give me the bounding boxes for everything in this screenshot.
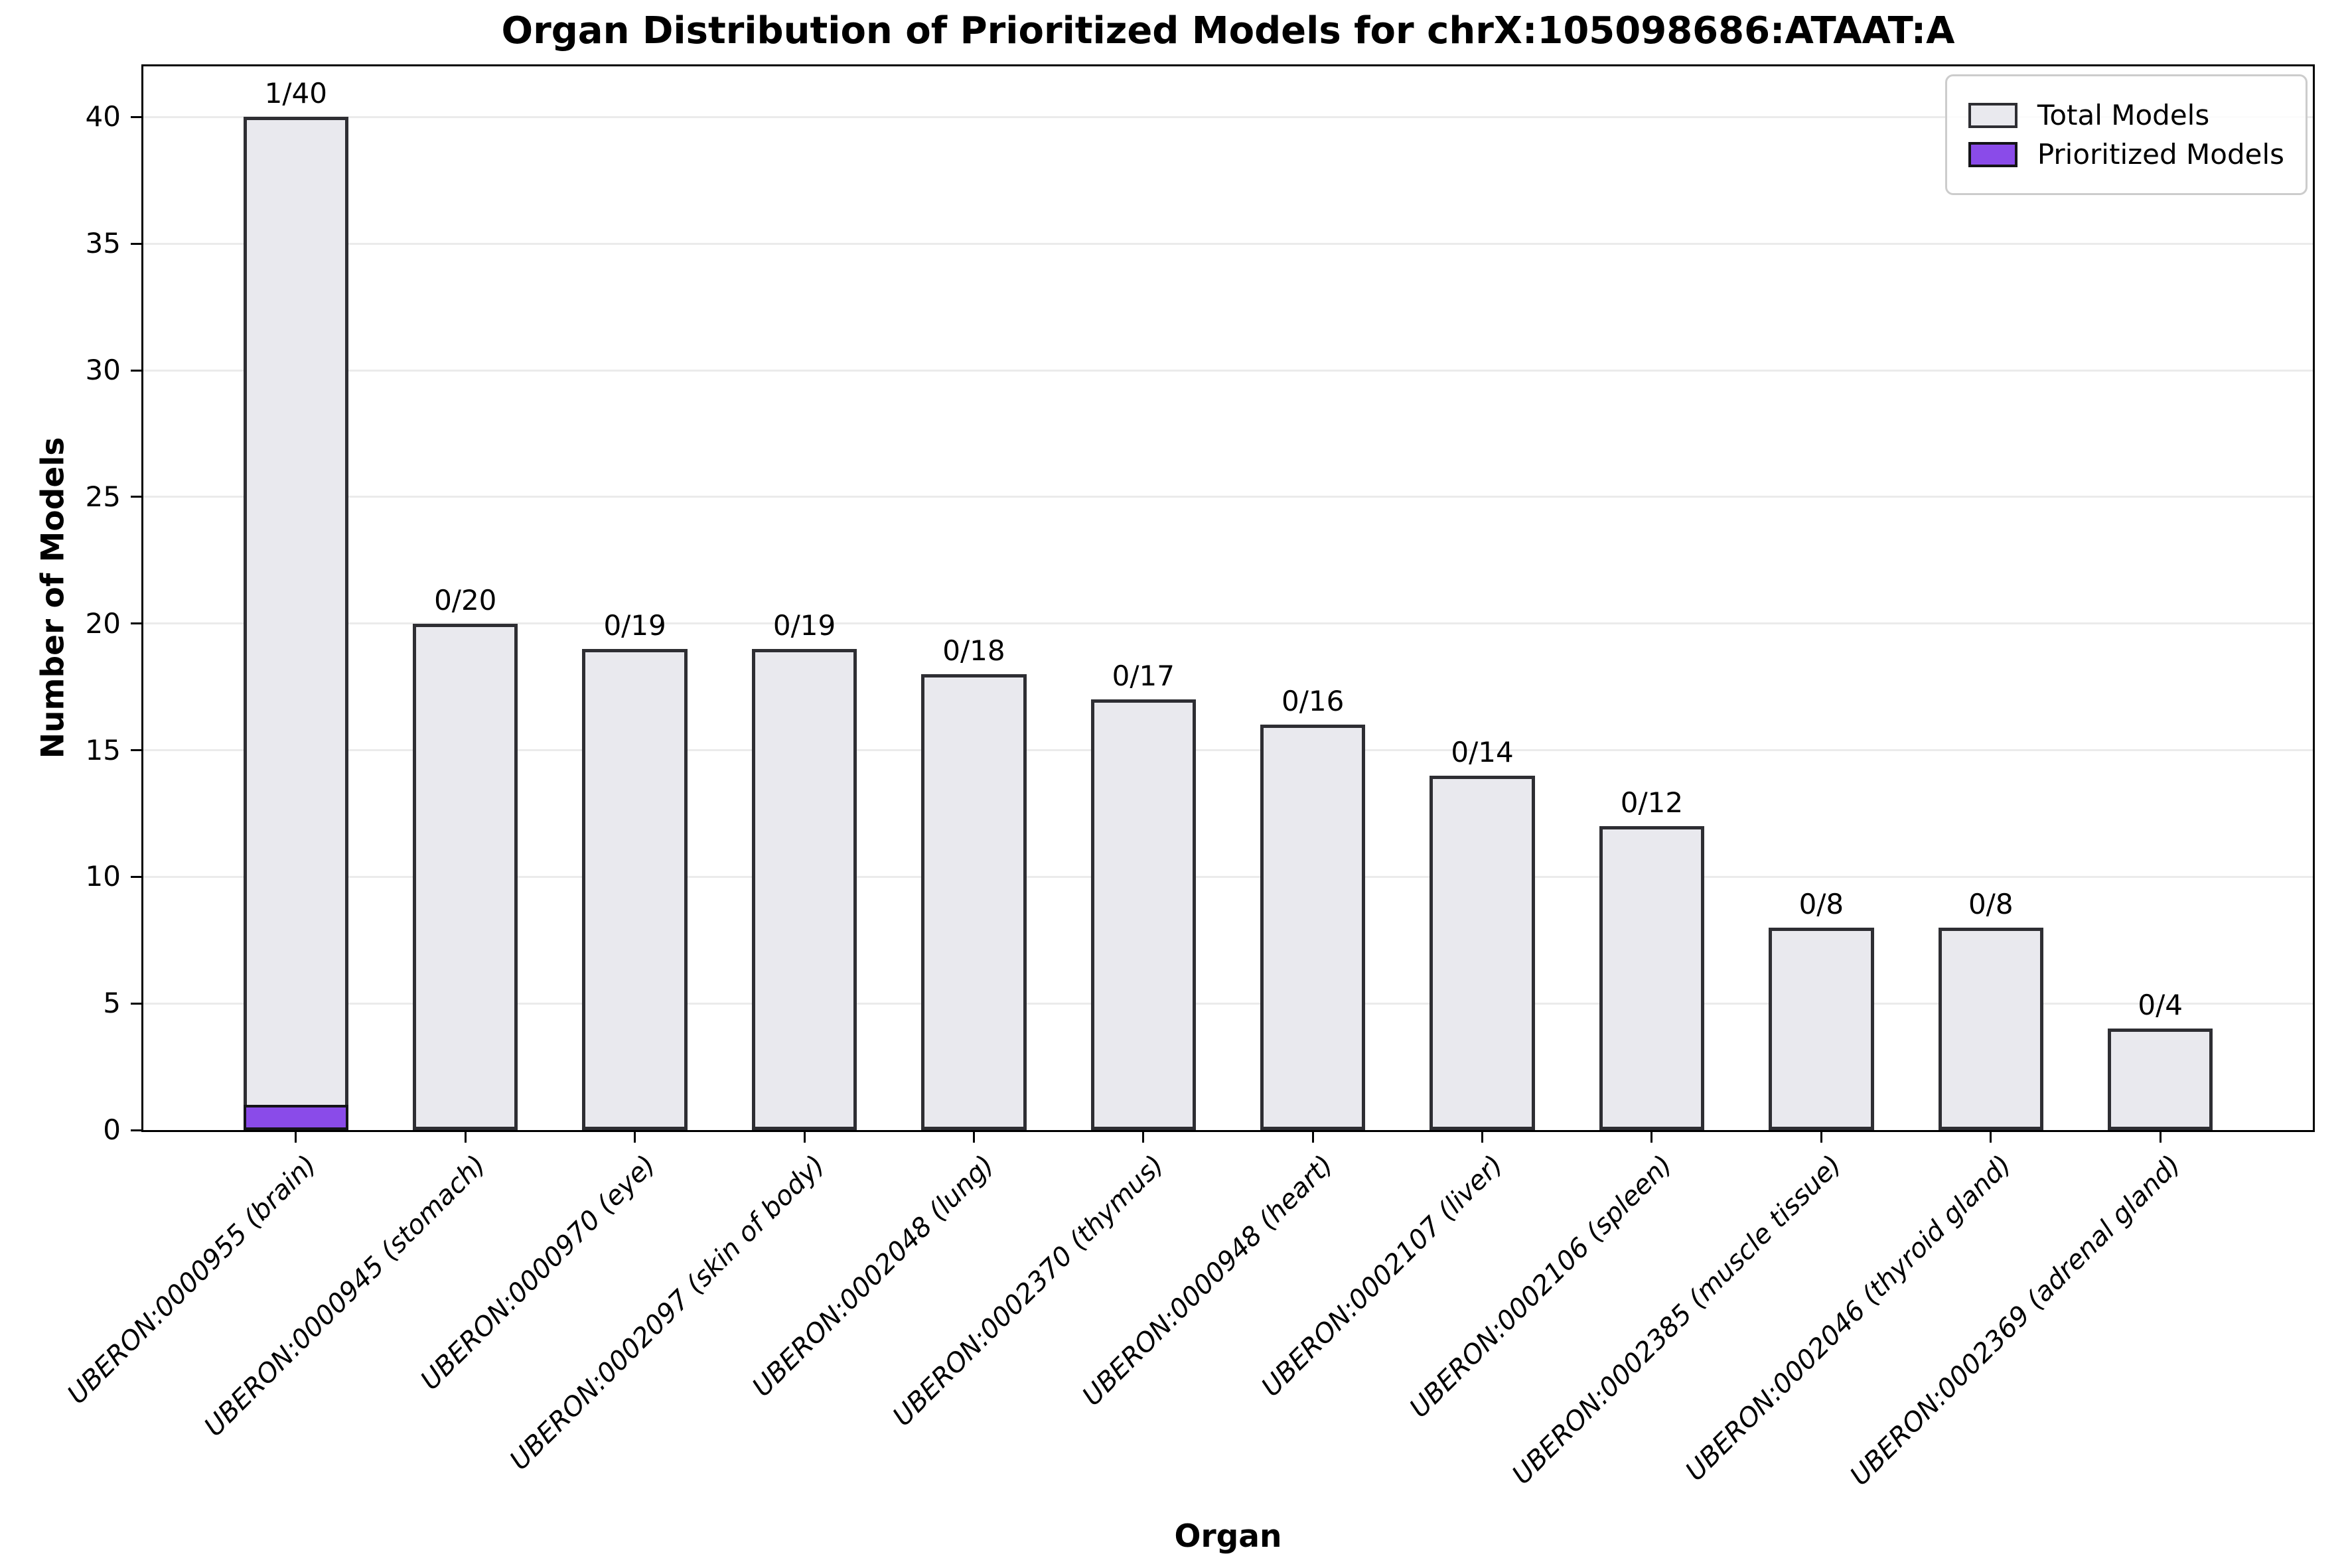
gridline [143, 115, 2313, 118]
y-tick-label: 40 [85, 100, 121, 133]
gridline [143, 1002, 2313, 1005]
bar-value-label: 0/14 [1451, 735, 1514, 768]
legend-swatch [1968, 141, 2017, 167]
y-tick [131, 496, 141, 498]
legend: Total Models Prioritized Models [1944, 74, 2308, 195]
y-tick-label: 5 [103, 987, 121, 1020]
gridline [143, 622, 2313, 625]
legend-item-label: Prioritized Models [2037, 138, 2284, 171]
total-bar [582, 648, 688, 1130]
y-tick-label: 0 [103, 1113, 121, 1146]
total-bar [1260, 725, 1366, 1130]
total-bar [1769, 927, 1874, 1130]
bar-value-label: 0/12 [1620, 786, 1684, 819]
bar-value-label: 0/19 [772, 608, 836, 642]
y-tick-label: 15 [85, 733, 121, 766]
legend-item: Total Models [1968, 99, 2284, 131]
legend-item: Prioritized Models [1968, 138, 2284, 171]
y-tick [131, 1129, 141, 1131]
y-tick [131, 622, 141, 625]
x-tick [1820, 1130, 1822, 1143]
gridline [143, 369, 2313, 372]
x-tick [1650, 1130, 1653, 1143]
bar-value-label: 0/8 [1798, 887, 1844, 920]
y-tick [131, 115, 141, 118]
x-tick [803, 1130, 806, 1143]
y-tick [131, 749, 141, 751]
y-tick-label: 35 [85, 227, 121, 260]
total-bar [751, 648, 857, 1130]
total-bar [413, 623, 518, 1130]
x-tick [1311, 1130, 1314, 1143]
total-bar [1430, 775, 1535, 1130]
y-tick [131, 369, 141, 372]
total-bar [921, 674, 1027, 1130]
y-tick-label: 10 [85, 860, 121, 893]
chart-title: Organ Distribution of Prioritized Models… [501, 9, 1955, 52]
total-bar [1090, 699, 1196, 1130]
gridline [143, 496, 2313, 498]
plot-area: 0 5 10 15 20 25 30 35 40 1/40 UBERON:0000955 (brai… [62, 64, 2315, 1492]
x-tick [634, 1130, 636, 1143]
legend-item-label: Total Models [2037, 99, 2210, 131]
gridline [143, 749, 2313, 751]
bar-value-label: 1/40 [264, 77, 328, 110]
prioritized-bar [243, 1104, 348, 1130]
x-tick [1481, 1130, 1484, 1143]
bar-value-label: 0/4 [2138, 989, 2183, 1022]
gridline [143, 875, 2313, 878]
total-bar [2107, 1029, 2213, 1130]
y-tick [131, 875, 141, 878]
bar-value-label: 0/19 [603, 608, 666, 642]
x-tick [295, 1130, 297, 1143]
x-tick [1990, 1130, 1992, 1143]
bar-value-label: 0/8 [1968, 887, 2014, 920]
y-tick [131, 1002, 141, 1005]
gridline [143, 242, 2313, 245]
y-tick-label: 25 [85, 480, 121, 513]
y-tick-label: 20 [85, 606, 121, 640]
x-axis-label: Organ [1174, 1518, 1282, 1555]
x-tick [1142, 1130, 1145, 1143]
bar-value-label: 0/18 [942, 634, 1005, 667]
bar-value-label: 0/17 [1112, 660, 1175, 693]
x-tick [972, 1130, 975, 1143]
bar-value-label: 0/16 [1282, 685, 1345, 718]
x-tick [464, 1130, 467, 1143]
y-tick-label: 30 [85, 354, 121, 386]
total-bar [243, 117, 348, 1130]
total-bar [1938, 927, 2043, 1130]
total-bar [1599, 826, 1705, 1130]
legend-swatch [1968, 102, 2017, 128]
y-tick [131, 242, 141, 245]
bar-value-label: 0/20 [434, 583, 497, 616]
y-axis-label: Number of Models [35, 437, 72, 759]
x-tick [2159, 1130, 2162, 1143]
